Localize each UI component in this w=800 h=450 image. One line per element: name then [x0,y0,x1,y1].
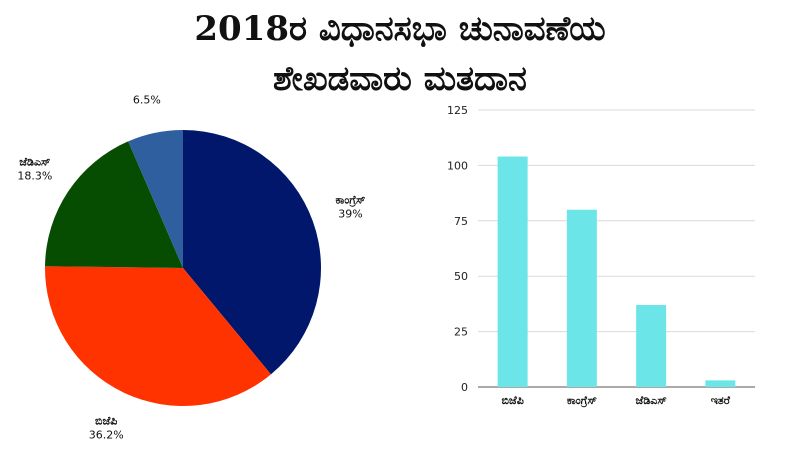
pie-slice [45,141,183,268]
bar-y-tick-label: 125 [447,104,468,117]
bar-y-tick-label: 0 [461,381,468,394]
pie-slice [44,266,271,406]
chart-title-line-1: 2018ರ ವಿಧಾನಸಭಾ ಚುನಾವಣೆಯ [194,9,606,49]
pie-labels: ಕಾಂಗ್ರೆಸ್39% ಬಿಜೆಪಿ36.2% ಜೆಡಿಎಸ್18.3% ಇತರೆ6… [17,90,365,442]
bar-y-tick-labels: 0 25 50 75 100 125 [447,104,468,394]
bar [636,305,667,387]
bar-x-tick-label: ಇತರೆ [711,394,731,407]
pie-slice-value-label: 36.2% [89,429,124,442]
bar-x-tick-labels: ಬಿಜೆಪಿ ಕಾಂಗ್ರೆಸ್ ಜೆಡಿಎಸ್ ಇತರೆ [501,394,730,408]
pie-slice-label: ಕಾಂಗ್ರೆಸ್ [335,194,365,208]
bar [497,156,528,387]
bar-chart: 0 25 50 75 100 125 ಬಿಜೆಪಿ ಕಾಂಗ್ರೆಸ್ ಜೆಡಿಎಸ್ ಇತರೆ [447,104,755,408]
bar [705,380,736,387]
pie-slice-value-label: 18.3% [17,169,52,182]
pie-slice [128,130,183,268]
pie-slice-label: ಇತರೆ [137,90,157,93]
bar-y-tick-label: 50 [454,270,468,283]
chart-title: 2018ರ ವಿಧಾನಸಭಾ ಚುನಾವಣೆಯ ಶೇಖಡವಾರು ಮತದಾನ [0,4,800,104]
bar [566,209,597,387]
bar-x-tick-label: ಜೆಡಿಎಸ್ [636,394,667,407]
chart-title-line-2: ಶೇಖಡವಾರು ಮತದಾನ [273,59,527,99]
pie-slice [183,130,322,375]
pie-chart: ಕಾಂಗ್ರೆಸ್39% ಬಿಜೆಪಿ36.2% ಜೆಡಿಎಸ್18.3% ಇತರೆ6… [17,90,365,442]
bar-x-tick-label: ಬಿಜೆಪಿ [501,394,523,407]
pie-slice-value-label: 39% [338,208,362,221]
bar-y-tick-label: 25 [454,326,468,339]
pie-slice-label: ಜೆಡಿಎಸ್ [19,155,50,168]
bar-bars [497,156,736,387]
pie-slice-value-label: 6.5% [133,94,161,107]
bar-x-tick-label: ಕಾಂಗ್ರೆಸ್ [567,394,597,408]
pie-slice-label: ಬಿಜೆಪಿ [95,415,117,428]
bar-y-tick-label: 75 [454,215,468,228]
pie-slices [44,130,322,406]
bar-y-tick-label: 100 [447,159,468,172]
